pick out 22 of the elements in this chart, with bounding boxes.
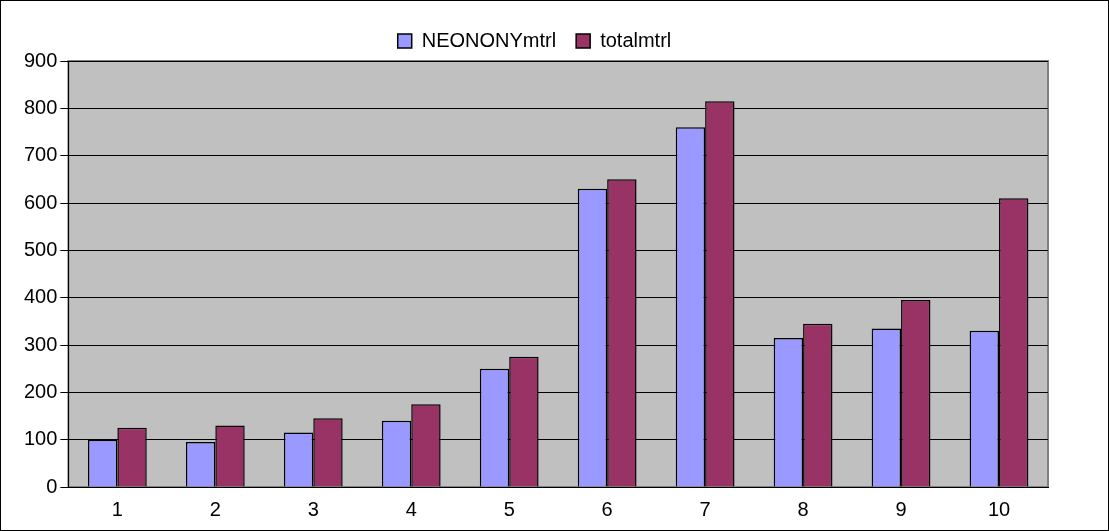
y-tick-label: 600 <box>23 190 58 213</box>
legend-label: NEONONYmtrl <box>421 28 557 51</box>
x-tick-label: 10 <box>987 497 1011 520</box>
y-tick-label: 300 <box>23 332 58 355</box>
x-tick-label: 5 <box>503 497 515 520</box>
legend-label: totalmtrl <box>600 28 672 51</box>
x-tick-label: 4 <box>405 497 417 520</box>
y-tick-label: 900 <box>23 48 58 71</box>
y-tick-label: 0 <box>46 474 58 497</box>
x-tick-label: 3 <box>307 497 319 520</box>
y-tick-label: 800 <box>23 95 58 118</box>
x-tick-label: 9 <box>895 497 907 520</box>
x-tick-label: 6 <box>601 497 613 520</box>
y-tick-label: 700 <box>23 143 58 166</box>
x-tick-label: 7 <box>699 497 711 520</box>
x-tick-label: 2 <box>209 497 221 520</box>
y-tick-label: 200 <box>23 379 58 402</box>
y-tick-label: 100 <box>23 427 58 450</box>
y-tick-label: 400 <box>23 285 58 308</box>
x-tick-label: 8 <box>797 497 809 520</box>
y-tick-label: 500 <box>23 237 58 260</box>
x-tick-label: 1 <box>111 497 123 520</box>
